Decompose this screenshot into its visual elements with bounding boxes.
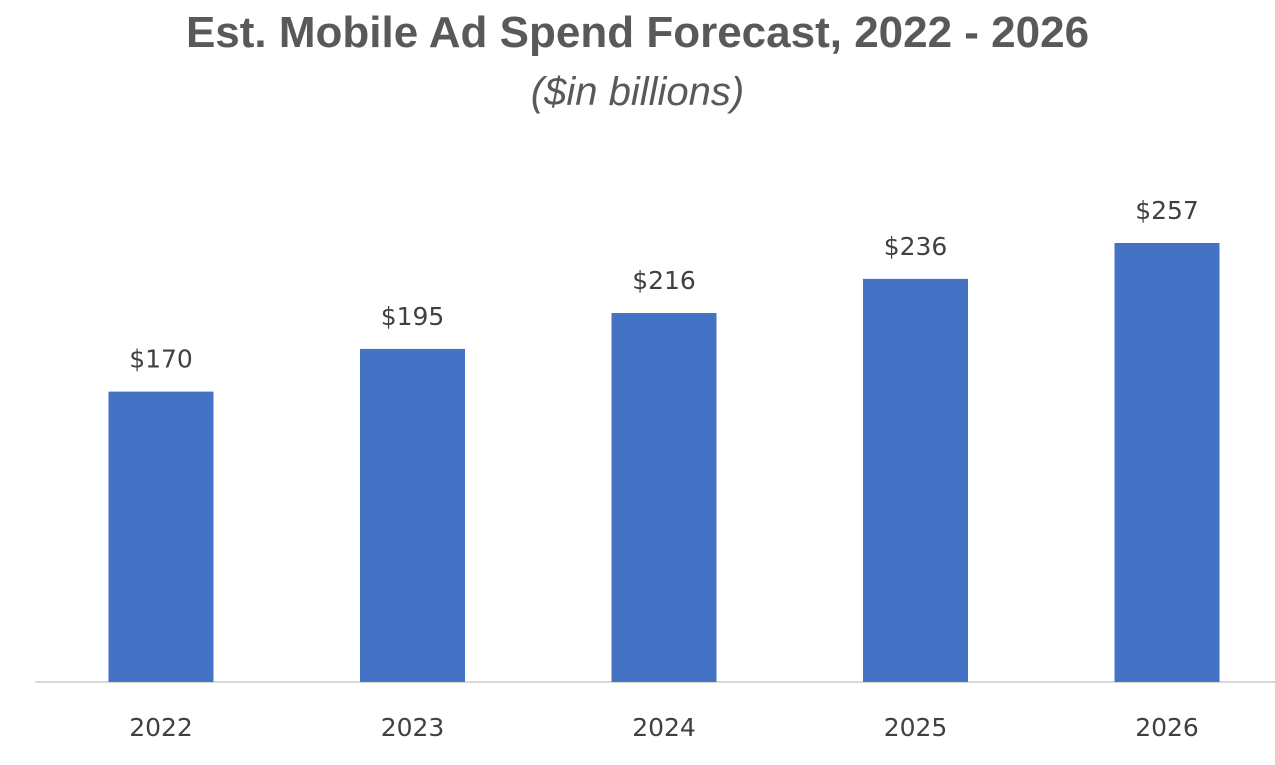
bar-2022 bbox=[108, 391, 214, 682]
value-label-2025: $236 bbox=[884, 232, 948, 261]
chart-title: Est. Mobile Ad Spend Forecast, 2022 - 20… bbox=[185, 8, 1090, 57]
value-label-2022: $170 bbox=[129, 345, 193, 374]
value-labels-group: $170 $195 $216 $236 $257 bbox=[129, 196, 1199, 374]
bar-2026 bbox=[1114, 243, 1220, 682]
bars-group bbox=[108, 243, 1220, 682]
bar-2023 bbox=[360, 348, 465, 682]
x-tick-label-2026: 2026 bbox=[1135, 713, 1199, 742]
tick-labels-group: 2022 2023 2024 2025 2026 bbox=[129, 713, 1199, 742]
x-tick-label-2024: 2024 bbox=[632, 713, 696, 742]
bar-2024 bbox=[611, 313, 717, 682]
value-label-2026: $257 bbox=[1135, 196, 1199, 225]
x-tick-label-2022: 2022 bbox=[129, 713, 193, 742]
value-label-2023: $195 bbox=[381, 302, 445, 331]
chart-subtitle: ($in billions) bbox=[530, 70, 745, 114]
value-label-2024: $216 bbox=[632, 266, 696, 295]
bar-2025 bbox=[863, 278, 968, 682]
x-tick-label-2023: 2023 bbox=[381, 713, 445, 742]
x-tick-label-2025: 2025 bbox=[884, 713, 948, 742]
